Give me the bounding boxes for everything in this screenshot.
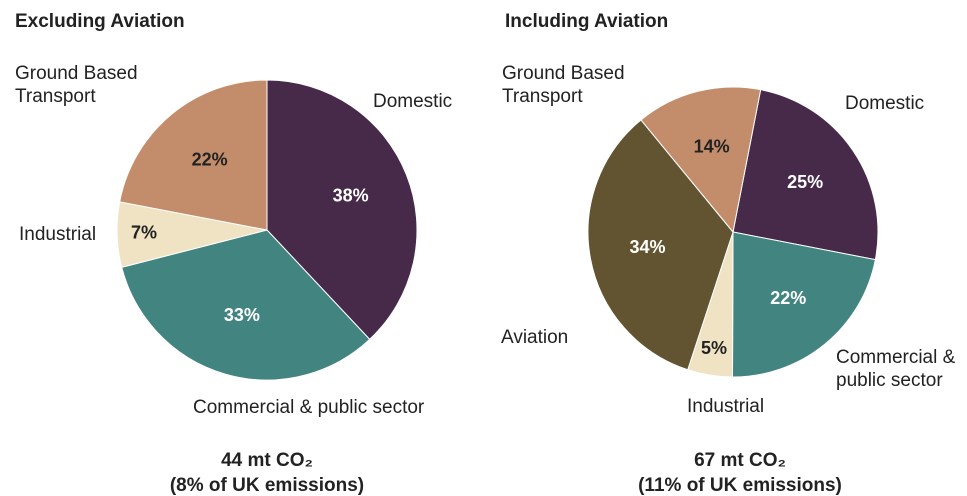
chart-title: Excluding Aviation	[15, 11, 185, 32]
value-label: 34%	[629, 237, 665, 257]
chart-title: Including Aviation	[505, 11, 668, 32]
category-label: Commercial & public sector	[193, 397, 425, 418]
value-label: 33%	[224, 305, 260, 325]
caption: (8% of UK emissions)	[170, 475, 364, 496]
caption: (11% of UK emissions)	[638, 475, 842, 496]
value-label: 14%	[694, 136, 730, 156]
value-label: 22%	[770, 288, 806, 308]
value-label: 7%	[131, 223, 157, 243]
pie-slice	[731, 231, 876, 378]
caption: 67 mt CO₂	[694, 450, 786, 471]
pie-slice	[121, 229, 371, 381]
pie-slice	[732, 89, 879, 261]
value-label: 38%	[333, 186, 369, 206]
value-label: 5%	[701, 338, 727, 358]
pie-slice	[640, 86, 762, 234]
pie-slice	[119, 79, 268, 231]
category-label: Industrial	[687, 396, 765, 417]
category-label: Aviation	[501, 327, 569, 348]
category-label: Industrial	[19, 224, 97, 245]
category-label: Ground Based Transport	[502, 63, 625, 107]
category-label: Commercial & public sector	[836, 347, 956, 391]
pie-slice	[266, 79, 418, 341]
category-label: Domestic	[845, 93, 925, 114]
value-label: 22%	[192, 149, 228, 169]
category-label: Ground Based Transport	[15, 63, 138, 107]
value-label: 25%	[787, 172, 823, 192]
caption: 44 mt CO₂	[221, 450, 313, 471]
category-label: Domestic	[373, 91, 453, 112]
pie-slice	[587, 119, 734, 371]
